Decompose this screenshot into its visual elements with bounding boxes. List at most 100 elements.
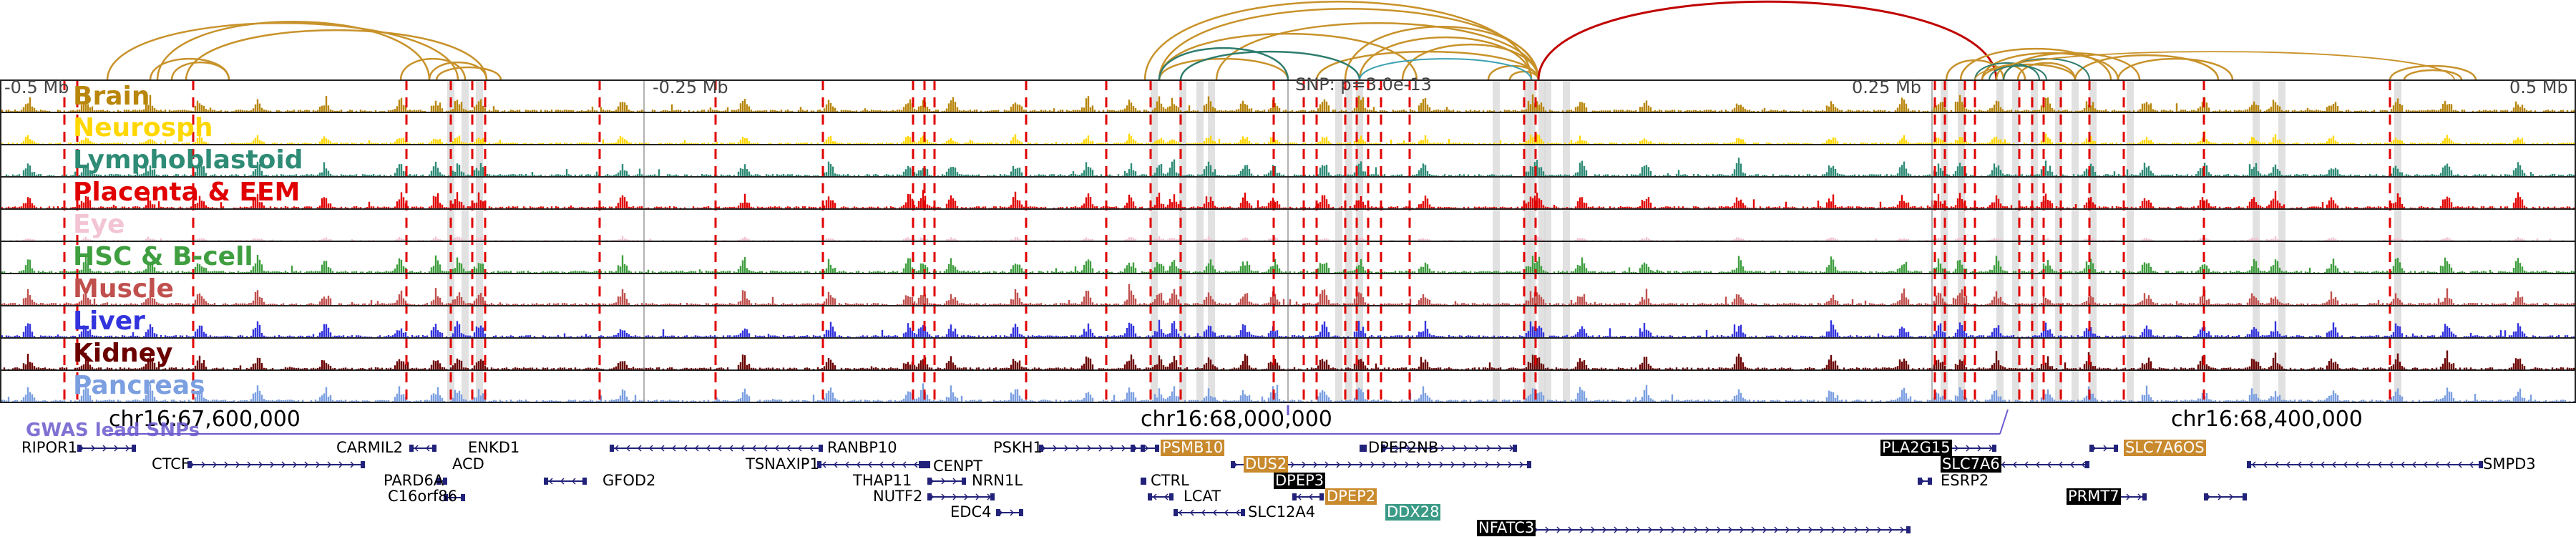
gene-exon: [927, 493, 932, 500]
loop-arc: [2016, 62, 2077, 81]
gene-exon: [1319, 493, 1324, 500]
gene-exon: [582, 478, 587, 485]
gene-exon: [2142, 493, 2147, 500]
gene-label: ESRP2: [1941, 472, 1989, 489]
signal-track: [3, 236, 2575, 241]
gene-strand-arrows: [1297, 493, 1313, 500]
gene-strand-arrows: [821, 461, 918, 468]
gene-exon: [1141, 478, 1145, 485]
gene-label: DUS2: [1244, 455, 1289, 473]
gene-strand-arrows: [190, 461, 355, 468]
gene-exon: [1131, 445, 1135, 452]
gene-label: NUTF2: [873, 488, 923, 505]
track-label-placenta-eem: Placenta & EEM: [73, 178, 301, 207]
gene-exon: [996, 509, 1000, 516]
gene-label: ACD: [452, 455, 484, 473]
gene-label: TSNAXIP1: [746, 455, 819, 473]
gene-label: PSMB10: [1161, 439, 1225, 456]
loop-arc: [1989, 65, 2047, 81]
loop-arc: [1158, 57, 1289, 81]
gene-label: CARMIL2: [336, 439, 403, 456]
loop-arc: [1537, 0, 1998, 81]
loop-arc: [156, 21, 431, 81]
gene-exon: [1513, 445, 1517, 452]
gene-exon: [919, 461, 923, 468]
gene-label: ENKD1: [468, 439, 520, 456]
gene-label: GFOD2: [602, 472, 656, 489]
signal-track: [3, 350, 2575, 369]
gene-label: DPEP2NB: [1368, 439, 1439, 456]
loop-arc: [2389, 64, 2477, 81]
loop-arc: [1401, 43, 1540, 81]
loop-arc: [399, 57, 467, 81]
gene-label: PARD6A: [384, 472, 444, 489]
axis-mid-right-label: 0.25 Mb: [1852, 77, 1922, 97]
signal-track: [0, 383, 2575, 402]
gene-exon: [1918, 478, 1922, 485]
signal-track: [1, 94, 2575, 112]
gene-label: SLC7A6: [1941, 455, 2001, 473]
gene-label: CTRL: [1151, 472, 1189, 489]
axis-left-label: -0.5 Mb: [4, 77, 69, 97]
axis-mid-left-label: -0.25 Mb: [653, 77, 728, 97]
gene-label: CENPT: [933, 458, 983, 475]
gene-exon: [1928, 478, 1932, 485]
gene-exon: [923, 461, 927, 468]
signal-track: [0, 158, 2575, 176]
gene-exon: [1231, 461, 1235, 468]
gene-exon: [819, 445, 823, 452]
loop-arc: [1981, 63, 2077, 81]
loop-arc: [1179, 50, 1361, 81]
gene-exon: [1174, 509, 1178, 516]
gene-exon: [444, 494, 448, 501]
gene-label: LCAT: [1184, 488, 1221, 505]
signal-track: [0, 190, 2575, 208]
loop-arc: [2074, 54, 2220, 81]
gene-exon: [1241, 509, 1245, 516]
gene-strand-arrows: [1178, 509, 1240, 516]
gene-label: SMPD3: [2483, 455, 2536, 473]
track-label-neurosph: Neurosph: [73, 113, 213, 142]
gene-strand-arrows: [614, 445, 814, 452]
gene-exon: [1019, 509, 1023, 516]
gwas-line: [1999, 409, 2009, 435]
gene-exon: [2243, 493, 2247, 500]
gene-strand-arrows: [1533, 526, 1905, 533]
gene-exon: [77, 445, 82, 452]
signal-track: [0, 284, 2575, 305]
chrom-coord-1: chr16:67,600,000: [109, 407, 301, 432]
loop-arc: [1974, 51, 2455, 81]
gene-strand-arrows: [1152, 493, 1169, 500]
gene-exon: [927, 478, 932, 485]
track-label-lymphoblastoid: Lymphoblastoid: [73, 145, 303, 175]
loop-arc: [2403, 69, 2463, 81]
loop-arc: [1974, 62, 2040, 81]
gene-label: DPEP3: [1274, 472, 1326, 489]
gene-label: PRMT7: [2067, 488, 2121, 505]
loop-arc: [1158, 32, 1418, 81]
gene-exon: [443, 478, 447, 485]
gene-exon: [1362, 445, 1367, 452]
gene-label: RANBP10: [827, 439, 897, 456]
gene-exon: [461, 494, 465, 501]
track-label-liver: Liver: [73, 306, 145, 336]
gene-label: SLC12A4: [1248, 503, 1316, 521]
loop-arc: [106, 22, 459, 81]
gene-exon: [926, 461, 930, 468]
gene-exon: [432, 445, 436, 452]
snp-pvalue-label: SNP: p=3.0e-13: [1295, 74, 1432, 95]
track-label-hsc-b-cell: HSC & B-cell: [73, 242, 253, 271]
track-label-eye: Eye: [73, 210, 125, 239]
gene-exon: [610, 445, 614, 452]
gene-exon: [187, 461, 192, 468]
gene-exon: [361, 461, 365, 468]
axis-right-label: 0.5 Mb: [2509, 77, 2568, 97]
gene-strand-arrows: [930, 493, 992, 500]
gene-exon: [1906, 526, 1911, 533]
signal-track: [1, 131, 2575, 144]
gene-exon: [1039, 445, 1043, 452]
gene-label: DPEP2: [1325, 488, 1377, 505]
track-label-muscle: Muscle: [73, 274, 174, 304]
gene-strand-arrows: [2251, 461, 2474, 468]
